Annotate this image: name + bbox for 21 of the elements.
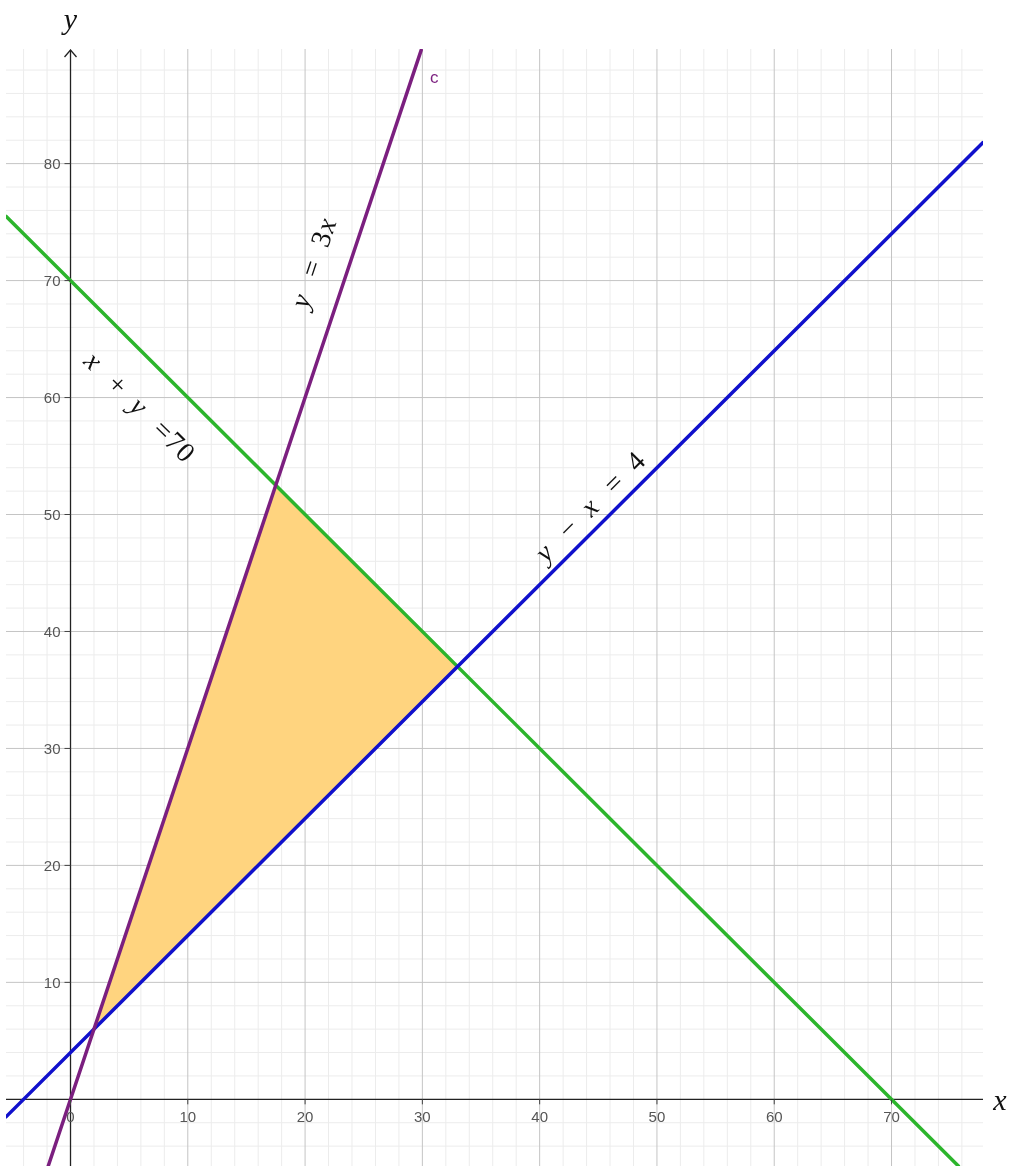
text: x + y =70 xyxy=(77,343,204,469)
x-tick-label: 60 xyxy=(765,1107,783,1125)
x-tick-label: 70 xyxy=(883,1107,900,1125)
y-tick-label: 30 xyxy=(43,739,61,757)
x-tick-label: 30 xyxy=(414,1107,431,1125)
y-tick-label: 20 xyxy=(43,856,61,874)
x-tick-label: 50 xyxy=(648,1107,666,1125)
x-tick-label: 40 xyxy=(531,1107,548,1125)
y-tick-label: 50 xyxy=(43,506,61,524)
text: y − x = 4 xyxy=(525,443,652,570)
x-axis-title: x xyxy=(992,1082,1008,1116)
y-axis-title: y xyxy=(60,1,78,35)
x-tick-label: 20 xyxy=(296,1107,314,1125)
y-tick-label: 70 xyxy=(43,272,61,290)
y-tick-label: 40 xyxy=(43,622,61,640)
annotation: c xyxy=(429,67,439,87)
y-tick-label: 80 xyxy=(43,155,61,173)
x-tick-label: 10 xyxy=(179,1107,197,1125)
text: y = 3x xyxy=(282,212,343,315)
y-tick-label: 10 xyxy=(43,973,61,991)
y-tick-label: 60 xyxy=(43,389,61,407)
